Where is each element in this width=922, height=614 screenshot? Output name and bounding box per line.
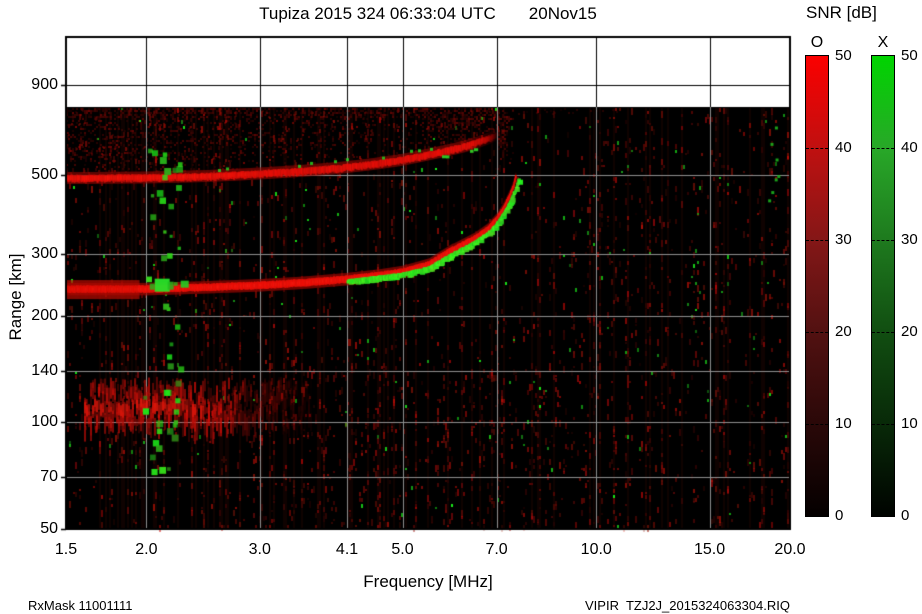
colorbar-tick-mark — [872, 240, 894, 241]
y-tick-label: 50 — [40, 520, 58, 537]
y-tick-label: 300 — [31, 244, 58, 262]
colorbar-tick-mark — [806, 424, 828, 425]
x-mode-colorbar — [871, 55, 895, 517]
x-tick-label: 3.0 — [248, 541, 271, 558]
plot-title: Tupiza 2015 324 06:33:04 UTC 20Nov15 — [259, 4, 597, 23]
o-colorbar-tick-label: 40 — [835, 139, 852, 156]
x-tick-label: 10.0 — [580, 541, 612, 558]
x-colorbar-tick-label: 30 — [901, 231, 918, 248]
rxmask-text: RxMask 11001111 — [28, 598, 133, 613]
o-polarization-label: O — [810, 34, 824, 51]
x-tick-label: 4.1 — [335, 541, 359, 558]
o-colorbar-tick-label: 10 — [835, 415, 852, 432]
colorbar-tick-mark — [872, 148, 894, 149]
y-tick-label: 900 — [31, 75, 58, 93]
x-tick-label: 5.0 — [391, 541, 414, 558]
y-tick-label: 100 — [31, 413, 58, 431]
colorbar-tick-mark — [872, 332, 894, 333]
x-polarization-label: X — [877, 34, 889, 51]
y-tick-label: 140 — [31, 361, 58, 379]
x-tick-label: 15.0 — [694, 541, 726, 558]
y-tick-label: 200 — [31, 306, 58, 324]
o-colorbar-tick-label: 0 — [835, 507, 844, 524]
x-colorbar-tick-label: 0 — [901, 507, 910, 524]
x-colorbar-tick-label: 20 — [901, 323, 918, 340]
colorbar-tick-mark — [872, 424, 894, 425]
x-colorbar-tick-label: 10 — [901, 415, 918, 432]
o-colorbar-tick-label: 30 — [835, 231, 852, 248]
filename-text: VIPIR TZJ2J_2015324063304.RIQ — [585, 598, 790, 613]
x-colorbar-tick-label: 40 — [901, 139, 918, 156]
o-colorbar-tick-label: 50 — [835, 47, 852, 64]
y-tick-label: 70 — [40, 468, 58, 486]
colorbar-tick-mark — [806, 148, 828, 149]
x-tick-label: 20.0 — [774, 541, 806, 558]
x-colorbar-tick-label: 50 — [901, 47, 918, 64]
x-tick-label: 7.0 — [485, 541, 508, 558]
colorbar-tick-mark — [806, 240, 828, 241]
snr-colorbar-title: SNR [dB] — [806, 3, 877, 22]
x-axis-label: Frequency [MHz] — [363, 572, 493, 591]
colorbar-tick-mark — [806, 332, 828, 333]
x-tick-label: 1.5 — [54, 541, 78, 558]
x-tick-label: 2.0 — [135, 541, 158, 558]
y-axis-label: Range [km] — [6, 253, 25, 341]
o-colorbar-tick-label: 20 — [835, 323, 852, 340]
o-mode-colorbar — [805, 55, 829, 517]
y-tick-label: 500 — [31, 166, 58, 183]
